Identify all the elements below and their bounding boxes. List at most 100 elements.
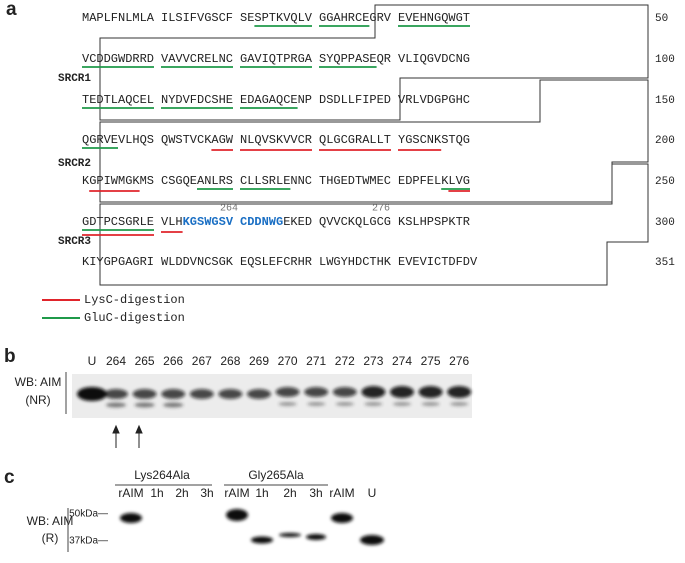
axis-label: WB: AIM	[15, 375, 62, 389]
sequence-group: EDAGAQCENP	[240, 93, 312, 107]
domain-label: SRCR2	[58, 158, 91, 170]
group-label: Lys264Ala	[134, 468, 190, 482]
sequence-group: MAPLFNLMLA	[82, 11, 155, 25]
sequence-group: EVEVICTDFDV	[398, 255, 478, 269]
sequence-group: VRLVDGPGHC	[398, 93, 470, 107]
band	[251, 536, 273, 544]
sequence-group: CLLSRLENNC	[240, 174, 312, 188]
sequence-group: ILSIFVGSCF	[161, 11, 233, 25]
group-label: Gly265Ala	[248, 468, 304, 482]
band	[447, 386, 472, 398]
row-number: 351	[655, 257, 675, 269]
band	[390, 386, 414, 398]
sequence-group: VCDDGWDRRD	[82, 52, 154, 66]
panel-label: c	[4, 467, 15, 488]
band	[104, 389, 128, 399]
sequence-group: NLQVSKVVCR	[240, 133, 312, 147]
sequence-group: VLHKGSWGSV	[161, 215, 234, 229]
band	[275, 387, 300, 397]
band	[279, 533, 301, 537]
sequence-segment: VLH	[161, 215, 183, 229]
panel-label: a	[6, 0, 17, 20]
band	[189, 389, 214, 399]
row-number: 150	[655, 95, 675, 107]
lane-label: 273	[363, 354, 383, 368]
band	[218, 389, 243, 399]
sequence-group: QLGCGRALLT	[319, 133, 391, 147]
row-number: 50	[655, 13, 668, 25]
band	[132, 389, 157, 399]
lane-label: 1h	[150, 486, 163, 500]
lane-label: 264	[106, 354, 126, 368]
sequence-group: CSGQEANLRS	[161, 174, 233, 188]
lane-label: 2h	[175, 486, 188, 500]
row-number: 300	[655, 217, 675, 229]
sequence-group: QVVCKQLGCG	[319, 215, 391, 229]
sequence-group: QGRVEVLHQS	[82, 133, 154, 147]
sequence-group: EVEHNGQWGT	[398, 11, 470, 25]
band	[450, 402, 469, 406]
lane-label: rAIM	[224, 486, 249, 500]
sequence-group: QWSTVCKAGW	[161, 133, 234, 147]
lane-label: 272	[335, 354, 355, 368]
lane-label: U	[368, 486, 377, 500]
axis-label: (R)	[42, 531, 59, 545]
band	[77, 387, 107, 401]
band	[332, 387, 357, 397]
sequence-segment: EKED	[283, 215, 312, 229]
band	[421, 402, 440, 406]
row-number: 250	[655, 176, 675, 188]
lane-label: 275	[421, 354, 441, 368]
band	[360, 535, 384, 545]
position-marker: 276	[372, 204, 390, 215]
bands	[120, 509, 384, 545]
lane-label: 276	[449, 354, 469, 368]
sequence-group: WLDDVNCSGK	[161, 255, 234, 269]
band	[226, 509, 248, 521]
band	[304, 387, 329, 397]
lane-label: U	[88, 354, 97, 368]
sequence-group: TEDTLAQCEL	[82, 93, 154, 107]
band	[163, 402, 184, 408]
band	[278, 402, 297, 406]
arrows	[112, 424, 143, 448]
legend-label: LysC-digestion	[84, 293, 185, 307]
lane-label: 2h	[283, 486, 296, 500]
band	[134, 402, 155, 408]
band	[161, 389, 186, 399]
sequence-group: VLIQGVDCNG	[398, 52, 470, 66]
band	[361, 386, 386, 398]
band	[331, 513, 353, 523]
band	[335, 402, 354, 406]
sequence-group: SYQPPASEQR	[319, 52, 391, 66]
sequence-group: VAVVCRELNC	[161, 52, 233, 66]
sequence-group: NYDVFDCSHE	[161, 93, 233, 107]
band	[306, 534, 326, 540]
sequence-group: EDPFELKLVG	[398, 174, 470, 188]
band	[307, 402, 326, 406]
band	[120, 513, 142, 523]
highlighted-residues: CDDNWG	[240, 215, 283, 229]
lane-label: 274	[392, 354, 412, 368]
sequence-group: KSLHPSPKTR	[398, 215, 470, 229]
sequence-group: LWGYHDCTHK	[319, 255, 392, 269]
legend-label: GluC-digestion	[84, 311, 185, 325]
sequence-group: THGEDTWMEC	[319, 174, 391, 188]
band	[106, 402, 126, 408]
lane-label: 3h	[309, 486, 322, 500]
size-marker: 50kDa—	[69, 509, 108, 520]
sequence-group: DSDLLFIPED	[319, 93, 391, 107]
axis-label: (NR)	[25, 393, 50, 407]
lane-label: rAIM	[118, 486, 143, 500]
sequence-group: SESPTKVQLV	[240, 11, 313, 25]
band	[247, 389, 271, 399]
lane-label: 266	[163, 354, 183, 368]
blot	[72, 374, 472, 418]
lane-label: 269	[249, 354, 269, 368]
position-marker: 264	[220, 204, 238, 215]
panel-label: b	[4, 346, 16, 367]
lane-label: 267	[192, 354, 212, 368]
highlighted-residues: KGSWGSV	[183, 215, 234, 229]
band	[364, 402, 383, 406]
